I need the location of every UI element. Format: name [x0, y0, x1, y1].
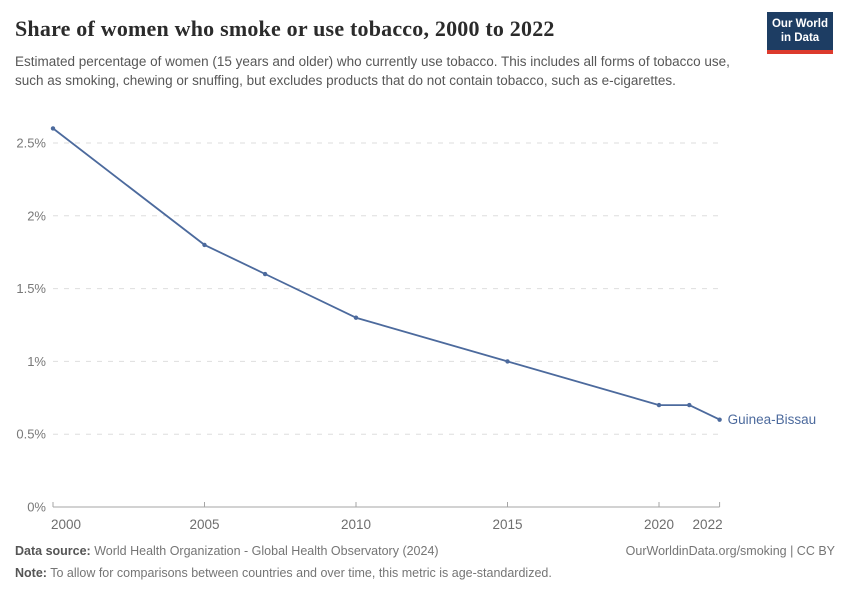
data-point	[202, 242, 207, 248]
data-point	[262, 271, 268, 277]
data-point	[687, 402, 692, 408]
footer-row-1: Data source: World Health Organization -…	[15, 541, 835, 563]
data-source-label: Data source:	[15, 544, 91, 558]
data-point	[505, 359, 510, 364]
x-axis-label: 2015	[492, 517, 522, 532]
data-point	[50, 126, 56, 131]
y-axis-label: 1%	[27, 354, 46, 369]
chart-footer: Data source: World Health Organization -…	[15, 541, 835, 585]
owid-logo-line2: in Data	[780, 32, 820, 45]
series-end-label: Guinea-Bissau	[728, 412, 817, 427]
x-axis-label: 2020	[644, 517, 674, 532]
y-axis-label: 0.5%	[16, 427, 46, 442]
y-axis-label: 2%	[27, 208, 46, 223]
owid-logo: Our World in Data	[767, 12, 833, 54]
data-source-line: Data source: World Health Organization -…	[15, 541, 439, 563]
license-link: OurWorldinData.org/smoking | CC BY	[625, 544, 835, 558]
note-text: To allow for comparisons between countri…	[46, 565, 552, 580]
x-axis-label: 2005	[189, 517, 219, 532]
page-title: Share of women who smoke or use tobacco,…	[15, 16, 555, 41]
note-label: Note:	[15, 565, 47, 580]
owid-logo-line1: Our World	[771, 18, 828, 30]
chart-subtitle: Estimated percentage of women (15 years …	[15, 54, 730, 89]
y-axis-label: 2.5%	[16, 136, 46, 151]
x-axis-label: 2010	[341, 517, 371, 532]
data-point	[353, 315, 359, 320]
data-source-text: World Health Organization - Global Healt…	[90, 544, 439, 558]
trend-line	[52, 127, 721, 421]
x-axis-label: 2000	[51, 517, 81, 532]
data-point	[717, 417, 722, 422]
footer-row-2: Note: To allow for comparisons between c…	[15, 563, 835, 585]
y-axis-label: 1.5%	[16, 281, 46, 296]
y-axis-label: 0%	[27, 500, 46, 515]
x-axis-label: 2022	[693, 517, 723, 532]
data-point	[656, 402, 662, 408]
